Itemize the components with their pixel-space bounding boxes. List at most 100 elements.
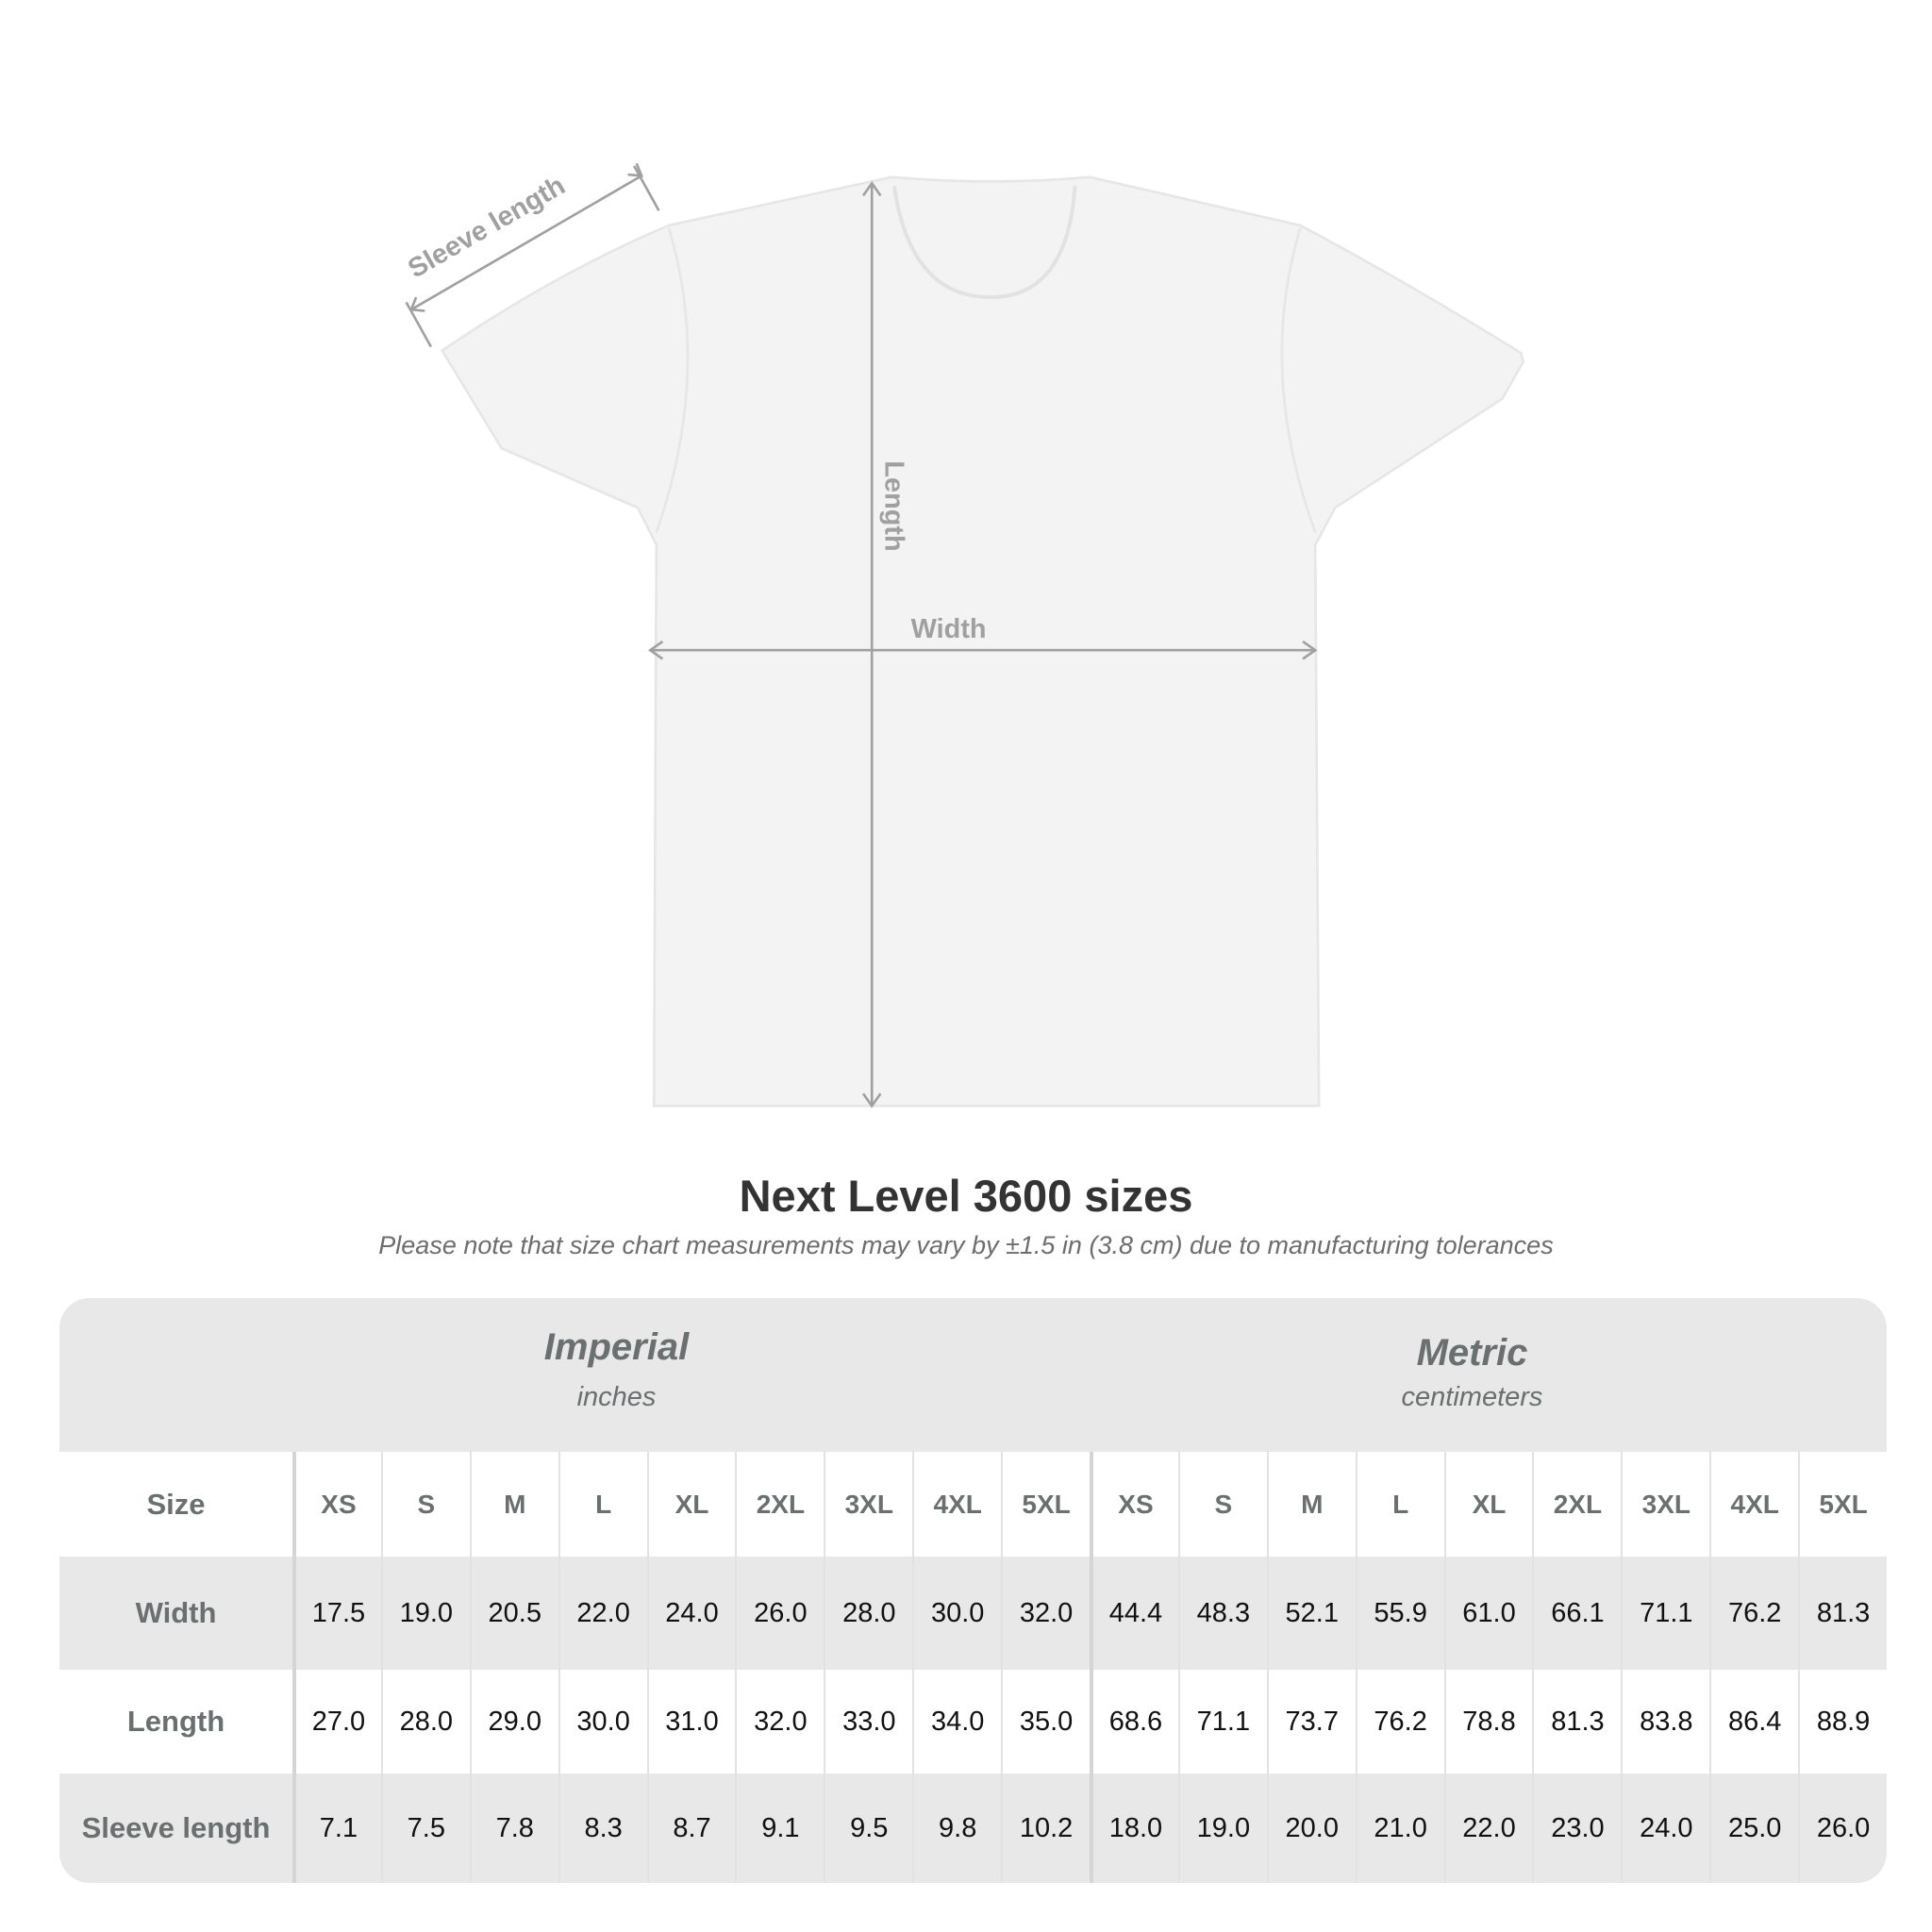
imperial-value-cell: 17.5 bbox=[292, 1557, 381, 1670]
metric-value-cell: 66.1 bbox=[1532, 1557, 1621, 1670]
size-header-row: Size XS S M L XL 2XL 3XL 4XL 5XL XS S M L XL 2XL 3XL 4XL 5… bbox=[59, 1452, 1887, 1557]
sleeve-seam-right bbox=[1280, 227, 1317, 533]
metric-value-cell: 22.0 bbox=[1443, 1774, 1533, 1883]
table-row: Sleeve length 7.1 7.5 7.8 8.3 8.7 9.1 9.5 9.8 10.… bbox=[59, 1774, 1887, 1883]
imperial-unit: inches bbox=[576, 1382, 657, 1412]
row-label: Length bbox=[126, 1705, 225, 1738]
imperial-value-cell: 29.0 bbox=[469, 1670, 558, 1774]
width-label: Width bbox=[911, 614, 987, 644]
imperial-value-cell: 24.0 bbox=[646, 1557, 736, 1670]
imperial-value-cell: 20.5 bbox=[469, 1557, 558, 1670]
size-metric-4xl: 4XL bbox=[1709, 1452, 1798, 1557]
length-arrow bbox=[861, 181, 882, 1108]
page-title: Next Level 3600 sizes bbox=[739, 1171, 1193, 1221]
metric-value-cell: 81.3 bbox=[1532, 1670, 1621, 1774]
metric-value-cell: 55.9 bbox=[1355, 1557, 1444, 1670]
imperial-value-cell: 32.0 bbox=[1001, 1557, 1090, 1670]
tshirt-collar bbox=[891, 185, 1077, 300]
metric-value-cell: 83.8 bbox=[1621, 1670, 1709, 1774]
size-imperial-l: L bbox=[558, 1452, 647, 1557]
metric-value-cell: 61.0 bbox=[1443, 1557, 1533, 1670]
metric-unit: centimeters bbox=[1401, 1382, 1543, 1412]
metric-value-cell: 24.0 bbox=[1621, 1774, 1709, 1883]
metric-value-cell: 23.0 bbox=[1532, 1774, 1621, 1883]
metric-value-cell: 78.8 bbox=[1443, 1670, 1533, 1774]
imperial-value-cell: 28.0 bbox=[824, 1557, 912, 1670]
metric-value-cell: 76.2 bbox=[1355, 1670, 1444, 1774]
size-metric-2xl: 2XL bbox=[1532, 1452, 1621, 1557]
metric-value-cell: 19.0 bbox=[1177, 1774, 1267, 1883]
imperial-value-cell: 30.0 bbox=[558, 1670, 647, 1774]
width-arrow bbox=[647, 640, 1318, 660]
metric-value-cell: 71.1 bbox=[1621, 1557, 1709, 1670]
size-table: Imperial inches Metric centimeters Size X… bbox=[59, 1298, 1887, 1883]
imperial-title: Imperial bbox=[543, 1326, 690, 1368]
table-header: Imperial inches Metric centimeters bbox=[59, 1298, 1887, 1452]
imperial-value-cell: 27.0 bbox=[292, 1670, 381, 1774]
imperial-value-cell: 28.0 bbox=[380, 1670, 470, 1774]
imperial-value-cell: 9.1 bbox=[735, 1774, 824, 1883]
imperial-value-cell: 34.0 bbox=[912, 1670, 1001, 1774]
metric-value-cell: 81.3 bbox=[1798, 1557, 1887, 1670]
table-row: Width 17.5 19.0 20.5 22.0 24.0 26.0 28.0 30.0 32.… bbox=[59, 1557, 1887, 1670]
imperial-value-cell: 8.7 bbox=[646, 1774, 736, 1883]
metric-value-cell: 52.1 bbox=[1266, 1557, 1356, 1670]
imperial-value-cell: 7.1 bbox=[292, 1774, 381, 1883]
metric-value-cell: 86.4 bbox=[1709, 1670, 1798, 1774]
metric-value-cell: 71.1 bbox=[1177, 1670, 1267, 1774]
imperial-value-cell: 22.0 bbox=[558, 1557, 647, 1670]
size-imperial-3xl: 3XL bbox=[824, 1452, 912, 1557]
imperial-value-cell: 30.0 bbox=[912, 1557, 1001, 1670]
imperial-value-cell: 35.0 bbox=[1001, 1670, 1090, 1774]
size-metric-5xl: 5XL bbox=[1798, 1452, 1887, 1557]
row-label: Width bbox=[135, 1596, 217, 1629]
imperial-value-cell: 31.0 bbox=[646, 1670, 736, 1774]
metric-value-cell: 48.3 bbox=[1177, 1557, 1267, 1670]
size-metric-m: M bbox=[1266, 1452, 1356, 1557]
metric-value-cell: 18.0 bbox=[1090, 1774, 1178, 1883]
imperial-value-cell: 7.5 bbox=[380, 1774, 470, 1883]
size-imperial-5xl: 5XL bbox=[1001, 1452, 1090, 1557]
tolerance-note: Please note that size chart measurements… bbox=[378, 1231, 1554, 1259]
imperial-value-cell: 19.0 bbox=[380, 1557, 470, 1670]
metric-value-cell: 20.0 bbox=[1266, 1774, 1356, 1883]
size-imperial-xs: XS bbox=[292, 1452, 381, 1557]
sleeve-length-label: Sleeve length bbox=[403, 171, 570, 285]
sleeve-seam-left bbox=[655, 227, 690, 533]
metric-value-cell: 88.9 bbox=[1798, 1670, 1887, 1774]
imperial-value-cell: 26.0 bbox=[735, 1557, 824, 1670]
metric-header: Metric centimeters bbox=[1074, 1332, 1871, 1413]
size-metric-xs: XS bbox=[1090, 1452, 1178, 1557]
metric-value-cell: 44.4 bbox=[1090, 1557, 1178, 1670]
imperial-value-cell: 8.3 bbox=[558, 1774, 647, 1883]
imperial-header: Imperial inches bbox=[218, 1326, 1015, 1413]
metric-value-cell: 73.7 bbox=[1266, 1670, 1356, 1774]
size-imperial-xl: XL bbox=[646, 1452, 736, 1557]
metric-value-cell: 25.0 bbox=[1709, 1774, 1798, 1883]
length-label: Length bbox=[879, 460, 909, 551]
metric-value-cell: 68.6 bbox=[1090, 1670, 1178, 1774]
metric-value-cell: 26.0 bbox=[1798, 1774, 1887, 1883]
size-imperial-m: M bbox=[469, 1452, 558, 1557]
size-metric-l: L bbox=[1355, 1452, 1444, 1557]
size-metric-3xl: 3XL bbox=[1621, 1452, 1709, 1557]
metric-value-cell: 21.0 bbox=[1355, 1774, 1444, 1883]
imperial-value-cell: 32.0 bbox=[735, 1670, 824, 1774]
table-row: Length 27.0 28.0 29.0 30.0 31.0 32.0 33.0 34.0 35… bbox=[59, 1670, 1887, 1774]
size-imperial-4xl: 4XL bbox=[912, 1452, 1001, 1557]
imperial-value-cell: 9.8 bbox=[912, 1774, 1001, 1883]
size-label: Size bbox=[146, 1487, 206, 1521]
imperial-value-cell: 7.8 bbox=[469, 1774, 558, 1883]
size-metric-s: S bbox=[1177, 1452, 1267, 1557]
size-imperial-2xl: 2XL bbox=[735, 1452, 824, 1557]
tshirt-shape bbox=[440, 175, 1525, 1108]
size-imperial-s: S bbox=[380, 1452, 470, 1557]
sleeve-length-arrow bbox=[405, 162, 660, 348]
row-label: Sleeve length bbox=[81, 1811, 271, 1844]
imperial-value-cell: 33.0 bbox=[824, 1670, 912, 1774]
imperial-value-cell: 10.2 bbox=[1001, 1774, 1090, 1883]
metric-title: Metric bbox=[1416, 1332, 1528, 1374]
metric-value-cell: 76.2 bbox=[1709, 1557, 1798, 1670]
imperial-value-cell: 9.5 bbox=[824, 1774, 912, 1883]
